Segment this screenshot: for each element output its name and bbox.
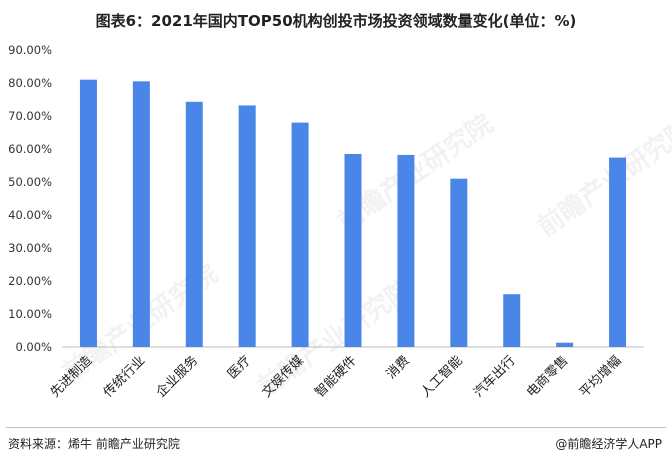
bar xyxy=(185,101,203,347)
y-tick-label: 80.00% xyxy=(8,76,52,90)
bar xyxy=(132,81,150,347)
y-tick-label: 10.00% xyxy=(8,307,52,321)
footer-divider xyxy=(6,427,666,428)
bar xyxy=(344,153,362,347)
chart-title: 图表6：2021年国内TOP50机构创投市场投资领域数量变化(单位：%) xyxy=(95,12,577,30)
app-credit: @前瞻经济学人APP xyxy=(555,437,662,451)
y-tick-label: 50.00% xyxy=(8,175,52,189)
bar xyxy=(450,178,468,347)
bar xyxy=(556,342,574,347)
y-tick-label: 40.00% xyxy=(8,208,52,222)
y-tick-label: 70.00% xyxy=(8,109,52,123)
x-tick-label: 汽车出行 xyxy=(470,353,518,401)
y-tick-label: 0.00% xyxy=(15,340,52,354)
x-tick-label: 人工智能 xyxy=(418,353,465,400)
bar xyxy=(397,154,415,347)
footer: 资料来源：烯牛 前瞻产业研究院 @前瞻经济学人APP xyxy=(0,427,672,462)
watermark-text: 前瞻产业研究院 xyxy=(532,113,672,243)
x-tick-label: 企业服务 xyxy=(153,353,201,401)
bar-chart: 前瞻产业研究院前瞻产业研究院前瞻产业研究院前瞻产业研究院0.00%10.00%2… xyxy=(8,43,672,403)
bar xyxy=(503,294,521,347)
y-tick-label: 60.00% xyxy=(8,142,52,156)
x-tick-label: 消费 xyxy=(384,353,413,382)
source-note: 资料来源：烯牛 前瞻产业研究院 xyxy=(8,437,180,451)
bar xyxy=(291,122,309,347)
bar xyxy=(609,157,627,347)
x-tick-label: 医疗 xyxy=(225,353,254,382)
y-tick-label: 30.00% xyxy=(8,241,52,255)
bar xyxy=(79,79,97,347)
y-tick-label: 20.00% xyxy=(8,274,52,288)
x-tick-label: 电商零售 xyxy=(523,353,571,401)
x-tick-label: 平均增幅 xyxy=(577,353,624,400)
bar xyxy=(238,105,256,347)
y-tick-label: 90.00% xyxy=(8,43,52,57)
